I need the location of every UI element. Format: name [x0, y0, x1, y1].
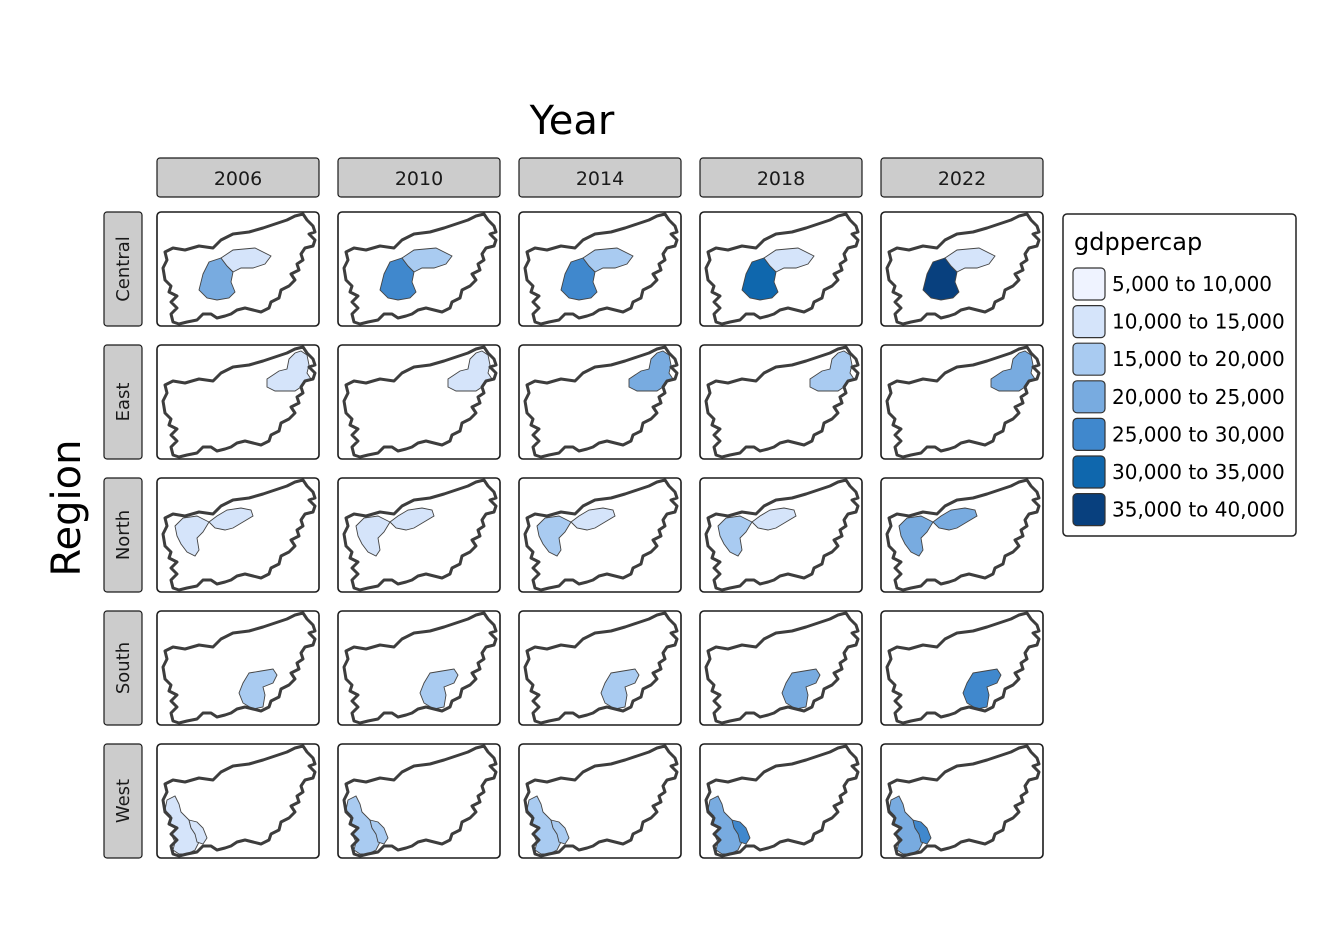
legend-title: gdppercap [1074, 228, 1202, 256]
strip-east: East [103, 344, 143, 460]
map-panel-east-2022 [880, 344, 1044, 460]
map-panel-north-2010 [337, 477, 501, 593]
map-panel-central-2022 [880, 211, 1044, 327]
map-panel-central-2010 [337, 211, 501, 327]
strip-label: Central [113, 236, 134, 302]
legend-box [1062, 213, 1297, 537]
strip-label: 2014 [576, 168, 624, 190]
map-panel-south-2014 [518, 610, 682, 726]
map-panel-south-2022 [880, 610, 1044, 726]
strip-label: 2018 [757, 168, 805, 190]
legend-item: 20,000 to 25,000 [1072, 380, 1285, 414]
map-panel-central-2006 [156, 211, 320, 327]
row-title: Region [44, 440, 90, 577]
map-panel-central-2018 [699, 211, 863, 327]
strip-label: 2010 [395, 168, 443, 190]
map-panel-west-2018 [699, 743, 863, 859]
strip-2022: 2022 [880, 157, 1044, 198]
strip-label: East [113, 383, 134, 422]
strip-box [699, 157, 863, 198]
strip-box [103, 477, 143, 593]
map-panel-south-2010 [337, 610, 501, 726]
legend-item: 35,000 to 40,000 [1072, 493, 1285, 527]
strip-label: South [113, 642, 134, 694]
strip-2010: 2010 [337, 157, 501, 198]
map-panel-north-2006 [156, 477, 320, 593]
legend-item: 15,000 to 20,000 [1072, 342, 1285, 376]
legend-item: 30,000 to 35,000 [1072, 455, 1285, 489]
legend-label: 20,000 to 25,000 [1112, 385, 1285, 409]
map-panel-east-2014 [518, 344, 682, 460]
legend-swatch [1072, 267, 1106, 301]
map-panel-east-2018 [699, 344, 863, 460]
legend-item: 10,000 to 15,000 [1072, 305, 1285, 339]
strip-label: North [113, 510, 134, 560]
legend-label: 35,000 to 40,000 [1112, 498, 1285, 522]
strip-central: Central [103, 211, 143, 327]
legend-swatch [1072, 342, 1106, 376]
strip-2018: 2018 [699, 157, 863, 198]
strip-box [103, 344, 143, 460]
map-panel-east-2010 [337, 344, 501, 460]
strip-box [103, 610, 143, 726]
strip-north: North [103, 477, 143, 593]
legend-swatch [1072, 455, 1106, 489]
strip-label: West [113, 779, 134, 823]
legend-item: 25,000 to 30,000 [1072, 417, 1285, 451]
strip-box [518, 157, 682, 198]
column-title: Year [529, 98, 615, 144]
map-panel-central-2014 [518, 211, 682, 327]
legend-item: 5,000 to 10,000 [1072, 267, 1272, 301]
map-panel-west-2006 [156, 743, 320, 859]
strip-south: South [103, 610, 143, 726]
legend-label: 30,000 to 35,000 [1112, 460, 1285, 484]
map-panel-south-2018 [699, 610, 863, 726]
legend-swatch [1072, 380, 1106, 414]
map-panel-east-2006 [156, 344, 320, 460]
strip-box [103, 743, 143, 859]
map-panel-north-2022 [880, 477, 1044, 593]
strip-label: 2022 [938, 168, 986, 190]
legend-swatch [1072, 493, 1106, 527]
strip-west: West [103, 743, 143, 859]
legend-label: 15,000 to 20,000 [1112, 347, 1285, 371]
map-panel-west-2010 [337, 743, 501, 859]
strip-box [880, 157, 1044, 198]
strip-box [337, 157, 501, 198]
strip-box [103, 211, 143, 327]
map-panel-north-2014 [518, 477, 682, 593]
strip-label: 2006 [214, 168, 262, 190]
legend-label: 25,000 to 30,000 [1112, 422, 1285, 446]
legend-swatch [1072, 417, 1106, 451]
map-panel-south-2006 [156, 610, 320, 726]
strip-2006: 2006 [156, 157, 320, 198]
map-panel-west-2022 [880, 743, 1044, 859]
map-panel-west-2014 [518, 743, 682, 859]
strip-box [156, 157, 320, 198]
strip-2014: 2014 [518, 157, 682, 198]
legend: gdppercap 5,000 to 10,000 10,000 to 15,00… [1062, 213, 1297, 537]
legend-swatch [1072, 305, 1106, 339]
legend-label: 10,000 to 15,000 [1112, 310, 1285, 334]
legend-label: 5,000 to 10,000 [1112, 272, 1272, 296]
map-panel-north-2018 [699, 477, 863, 593]
